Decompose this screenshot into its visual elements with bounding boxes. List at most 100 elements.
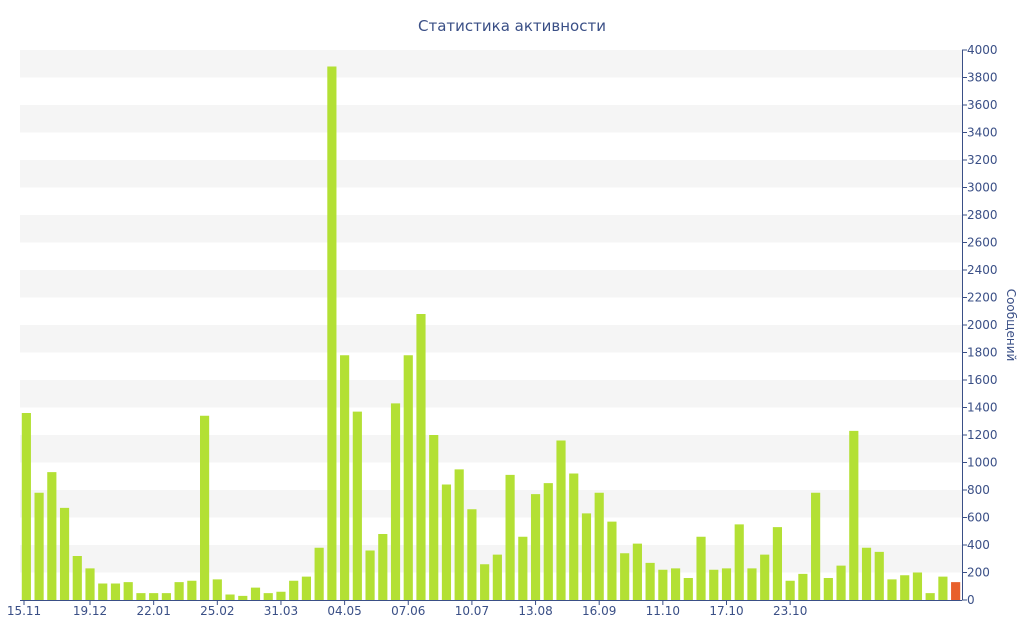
bar[interactable] [276,591,286,600]
bar[interactable] [849,430,859,600]
bar[interactable] [912,572,923,601]
bar[interactable] [658,569,668,600]
bar[interactable] [352,411,362,600]
bar[interactable] [632,543,642,600]
bar[interactable] [85,568,95,600]
bar[interactable] [416,314,426,600]
bar[interactable] [403,355,413,600]
bar[interactable] [709,569,719,600]
bar[interactable] [530,494,541,600]
y-tick-label: 2400 [967,263,998,277]
grid-band [20,325,962,353]
bar[interactable] [861,547,872,600]
bar[interactable] [123,582,133,600]
bar[interactable] [925,593,935,600]
bar[interactable] [314,547,324,600]
bar[interactable] [823,578,833,600]
y-tick-label: 800 [967,483,990,497]
bar[interactable] [721,568,732,600]
x-tick-label: 19.12 [73,604,107,618]
bar[interactable] [492,554,502,600]
bar[interactable] [301,576,312,600]
bar[interactable] [581,513,592,600]
bar[interactable] [772,527,783,600]
bar[interactable] [683,578,693,600]
bar[interactable] [594,492,604,600]
y-tick-label: 1800 [967,346,998,360]
grid-band [20,380,962,408]
x-tick-label: 15.11 [7,604,41,618]
bar[interactable] [365,550,375,601]
bar[interactable] [645,562,655,600]
x-tick-label: 11.10 [646,604,680,618]
bar[interactable] [149,593,159,600]
bar[interactable] [467,509,477,600]
bar[interactable] [174,582,184,600]
bar[interactable] [607,521,617,600]
bar[interactable] [887,579,897,600]
bar[interactable] [518,536,528,600]
grid-band [20,105,962,133]
bar[interactable] [238,595,248,600]
grid-band [20,490,962,518]
y-tick-label: 2600 [967,236,998,250]
bar[interactable] [441,484,452,601]
chart-title: Статистика активности [418,17,606,35]
x-tick-label: 25.02 [200,604,234,618]
bar[interactable] [199,415,210,600]
bar[interactable] [874,551,884,600]
bar[interactable] [47,472,57,600]
bar[interactable] [836,565,846,600]
bar[interactable] [225,594,235,601]
y-tick-label: 2200 [967,291,998,305]
bar[interactable] [454,469,464,600]
bar[interactable] [569,473,579,601]
bar[interactable] [480,564,490,600]
bar-series [21,66,961,601]
bar[interactable] [734,524,744,600]
bar[interactable] [620,553,630,600]
bar[interactable] [59,507,70,600]
y-tick-label: 200 [967,566,990,580]
grid-band [20,270,962,298]
bar[interactable] [785,580,795,600]
bar[interactable] [263,593,273,600]
bar[interactable] [429,435,439,600]
bar[interactable] [900,575,910,600]
x-tick-label: 07.06 [391,604,425,618]
bar[interactable] [696,536,706,600]
bar[interactable] [289,580,299,600]
grid-band [20,50,962,78]
bar[interactable] [811,492,821,600]
bar[interactable] [556,440,566,601]
bar[interactable] [543,483,553,600]
bar[interactable] [378,534,388,600]
bar[interactable] [798,573,808,600]
bar[interactable] [505,474,515,600]
bar[interactable] [72,556,82,600]
bar[interactable] [212,579,222,600]
bar-highlight[interactable] [951,582,961,600]
bar[interactable] [747,568,757,600]
bar[interactable] [21,413,31,600]
x-axis-ticks: 15.11 19.12 22.01 25.02 31.03 04.05 07.06 10.07… [7,600,807,618]
bar[interactable] [34,492,44,600]
x-tick-label: 17.10 [709,604,743,618]
bar[interactable] [187,580,197,600]
y-axis-ticks: 0 200 400 600 800 1000 1200 1400 1600 1800 2000 220… [962,43,998,607]
y-tick-label: 2000 [967,318,998,332]
bar[interactable] [390,403,401,600]
y-tick-label: 4000 [967,43,998,57]
bar[interactable] [938,576,948,600]
bar[interactable] [670,568,681,600]
grid-band [20,545,962,573]
bar[interactable] [136,593,146,600]
bar[interactable] [327,66,337,601]
bar[interactable] [110,583,121,601]
bar[interactable] [250,587,261,600]
bar[interactable] [340,355,350,600]
y-tick-label: 3600 [967,98,998,112]
bar[interactable] [161,593,171,600]
bar[interactable] [760,554,770,600]
bar[interactable] [98,583,108,601]
